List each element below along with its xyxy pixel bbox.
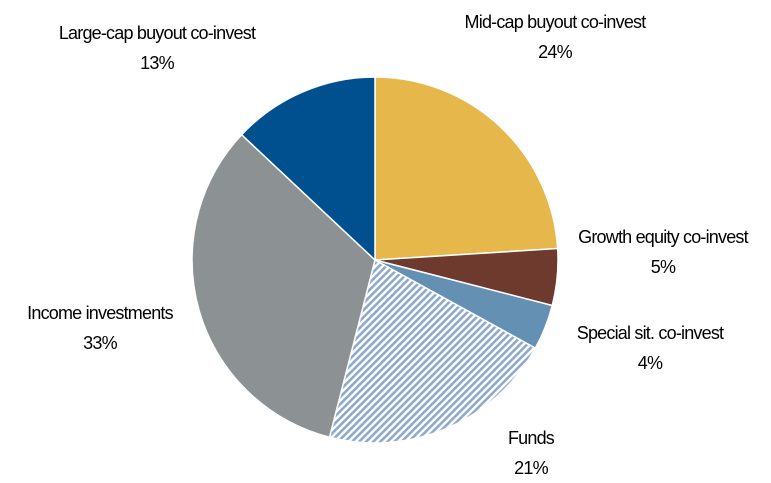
- pie-slice: [240, 76, 376, 262]
- pie-slice: [191, 133, 376, 439]
- slice-name: Funds: [507, 428, 555, 448]
- slice-name: Growth equity co-invest: [578, 227, 748, 247]
- slice-name: Mid-cap buyout co-invest: [464, 12, 647, 32]
- slice-name: Special sit. co-invest: [576, 323, 724, 343]
- slice-label: Special sit. co-invest 4%: [530, 318, 770, 378]
- pie-slice: [374, 76, 559, 261]
- slice-label: Income investments 33%: [0, 298, 210, 358]
- slice-percent: 33%: [83, 333, 117, 353]
- pie-slice: [328, 258, 537, 444]
- slice-label: Large-cap buyout co-invest 13%: [57, 18, 257, 78]
- slice-name: Large-cap buyout co-invest: [58, 23, 256, 43]
- slice-label: Growth equity co-invest 5%: [543, 222, 771, 282]
- slice-name: Income investments: [27, 303, 173, 323]
- slice-percent: 21%: [514, 458, 548, 478]
- slice-percent: 13%: [140, 53, 174, 73]
- slice-percent: 5%: [650, 257, 676, 277]
- slice-label: Mid-cap buyout co-invest 24%: [455, 7, 655, 67]
- slice-percent: 4%: [637, 353, 663, 373]
- slice-label: Funds 21%: [471, 423, 591, 483]
- slice-percent: 24%: [538, 42, 572, 62]
